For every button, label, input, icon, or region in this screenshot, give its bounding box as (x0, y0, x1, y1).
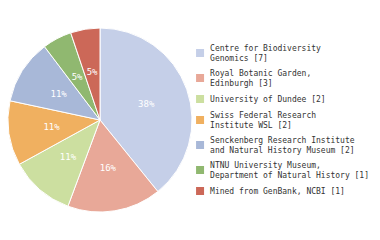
svg-text:11%: 11% (60, 152, 77, 162)
svg-text:38%: 38% (138, 99, 155, 109)
svg-text:16%: 16% (100, 163, 117, 173)
svg-text:5%: 5% (72, 72, 83, 82)
svg-text:University of Dundee [2]: University of Dundee [2] (210, 95, 326, 104)
svg-text:Centre for Biodiversity: Centre for Biodiversity (210, 44, 321, 53)
svg-text:Department of Natural History: Department of Natural History [1] (210, 171, 369, 180)
svg-text:11%: 11% (51, 89, 68, 99)
svg-text:Edinburgh [3]: Edinburgh [3] (210, 79, 273, 88)
svg-text:NTNU University Museum,: NTNU University Museum, (210, 161, 321, 170)
svg-text:and Natural History Museum [2]: and Natural History Museum [2] (210, 146, 355, 155)
svg-text:11%: 11% (43, 122, 60, 132)
svg-text:Swiss Federal Research: Swiss Federal Research (210, 111, 316, 120)
svg-text:Senckenberg Research Institute: Senckenberg Research Institute (210, 136, 355, 145)
svg-text:Mined from GenBank, NCBI [1]: Mined from GenBank, NCBI [1] (210, 187, 345, 196)
svg-text:Institute WSL [2]: Institute WSL [2] (210, 121, 292, 130)
svg-text:Genomics [7]: Genomics [7] (210, 54, 268, 63)
svg-text:5%: 5% (87, 67, 98, 77)
svg-text:Royal Botanic Garden,: Royal Botanic Garden, (210, 69, 311, 78)
